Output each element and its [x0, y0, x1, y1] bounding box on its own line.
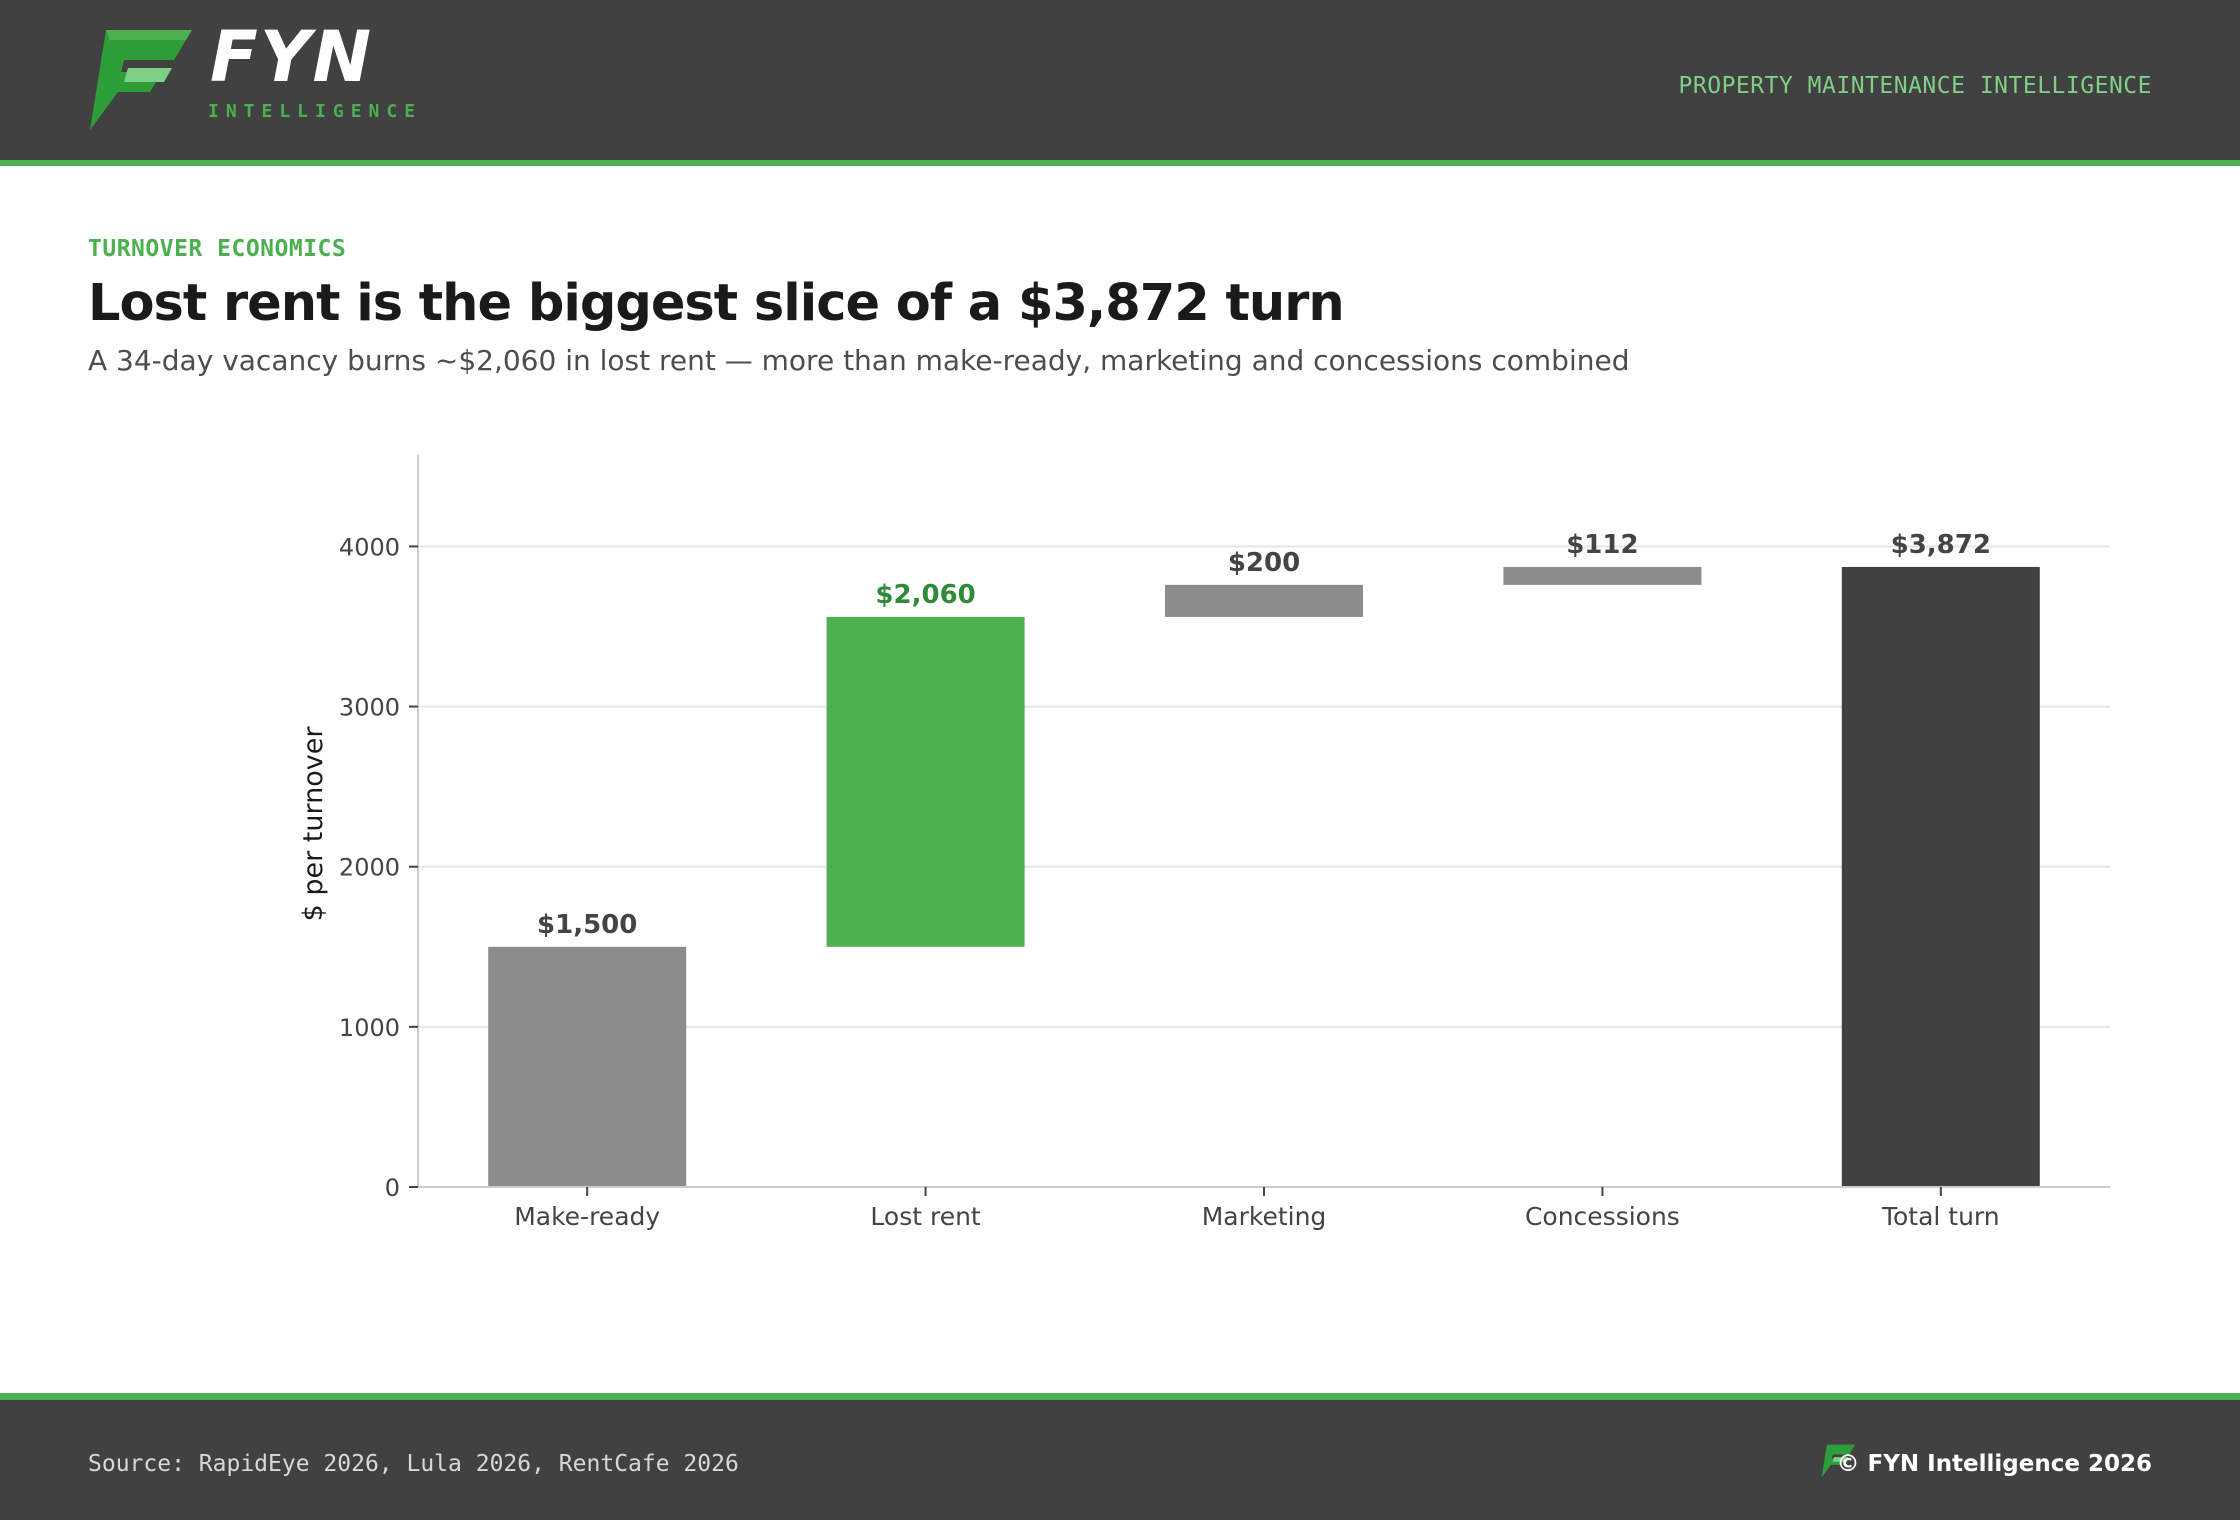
header-tagline: PROPERTY MAINTENANCE INTELLIGENCE	[1678, 73, 2152, 99]
bar-lost-rent	[826, 616, 1025, 947]
page-subtitle: A 34-day vacancy burns ~$2,060 in lost r…	[88, 344, 1630, 377]
x-tick-label: Lost rent	[870, 1202, 981, 1231]
bar-concessions	[1503, 566, 1702, 585]
y-tick-label: 3000	[339, 694, 400, 722]
header-bar	[0, 0, 2240, 160]
bar-make-ready	[488, 946, 687, 1187]
y-tick-label: 1000	[339, 1014, 400, 1042]
x-tick-label: Concessions	[1525, 1202, 1680, 1231]
y-tick-label: 4000	[339, 533, 400, 561]
y-tick-label: 0	[385, 1174, 400, 1202]
header-divider	[0, 160, 2240, 166]
x-ticks: Make-ready Lost rent Marketing Concessions T…	[514, 1187, 2000, 1231]
grid-lines	[418, 545, 2110, 1028]
value-label: $1,500	[537, 910, 637, 940]
value-label: $112	[1566, 530, 1638, 560]
value-label: $3,872	[1891, 530, 1991, 560]
footer-bar	[0, 1400, 2240, 1520]
fyn-mark-icon	[1821, 1444, 1855, 1478]
page-title: Lost rent is the biggest slice of a $3,8…	[88, 274, 1345, 333]
value-label: $2,060	[875, 580, 975, 610]
y-axis-title: $ per turnover	[298, 726, 329, 922]
fyn-logo-icon	[90, 30, 192, 130]
footer-divider	[0, 1393, 2240, 1400]
bars	[488, 566, 2040, 1187]
bar-marketing	[1165, 584, 1363, 617]
section-eyebrow: TURNOVER ECONOMICS	[88, 236, 347, 262]
bar-total-turn	[1841, 566, 2040, 1187]
source-note: Source: RapidEye 2026, Lula 2026, RentCa…	[88, 1451, 739, 1477]
value-labels: $1,500 $2,060 $200 $112 $3,872	[537, 530, 1991, 940]
copyright-text: © FYN Intelligence 2026	[1836, 1451, 2153, 1477]
y-ticks: 0 1000 2000 3000 4000	[339, 533, 418, 1202]
x-tick-label: Make-ready	[514, 1202, 660, 1231]
brand-name: FYN	[210, 16, 374, 98]
x-tick-label: Marketing	[1202, 1202, 1327, 1231]
brand-subtitle: INTELLIGENCE	[208, 101, 423, 122]
value-label: $200	[1228, 548, 1300, 578]
x-tick-label: Total turn	[1881, 1202, 2000, 1231]
y-tick-label: 2000	[339, 854, 400, 882]
